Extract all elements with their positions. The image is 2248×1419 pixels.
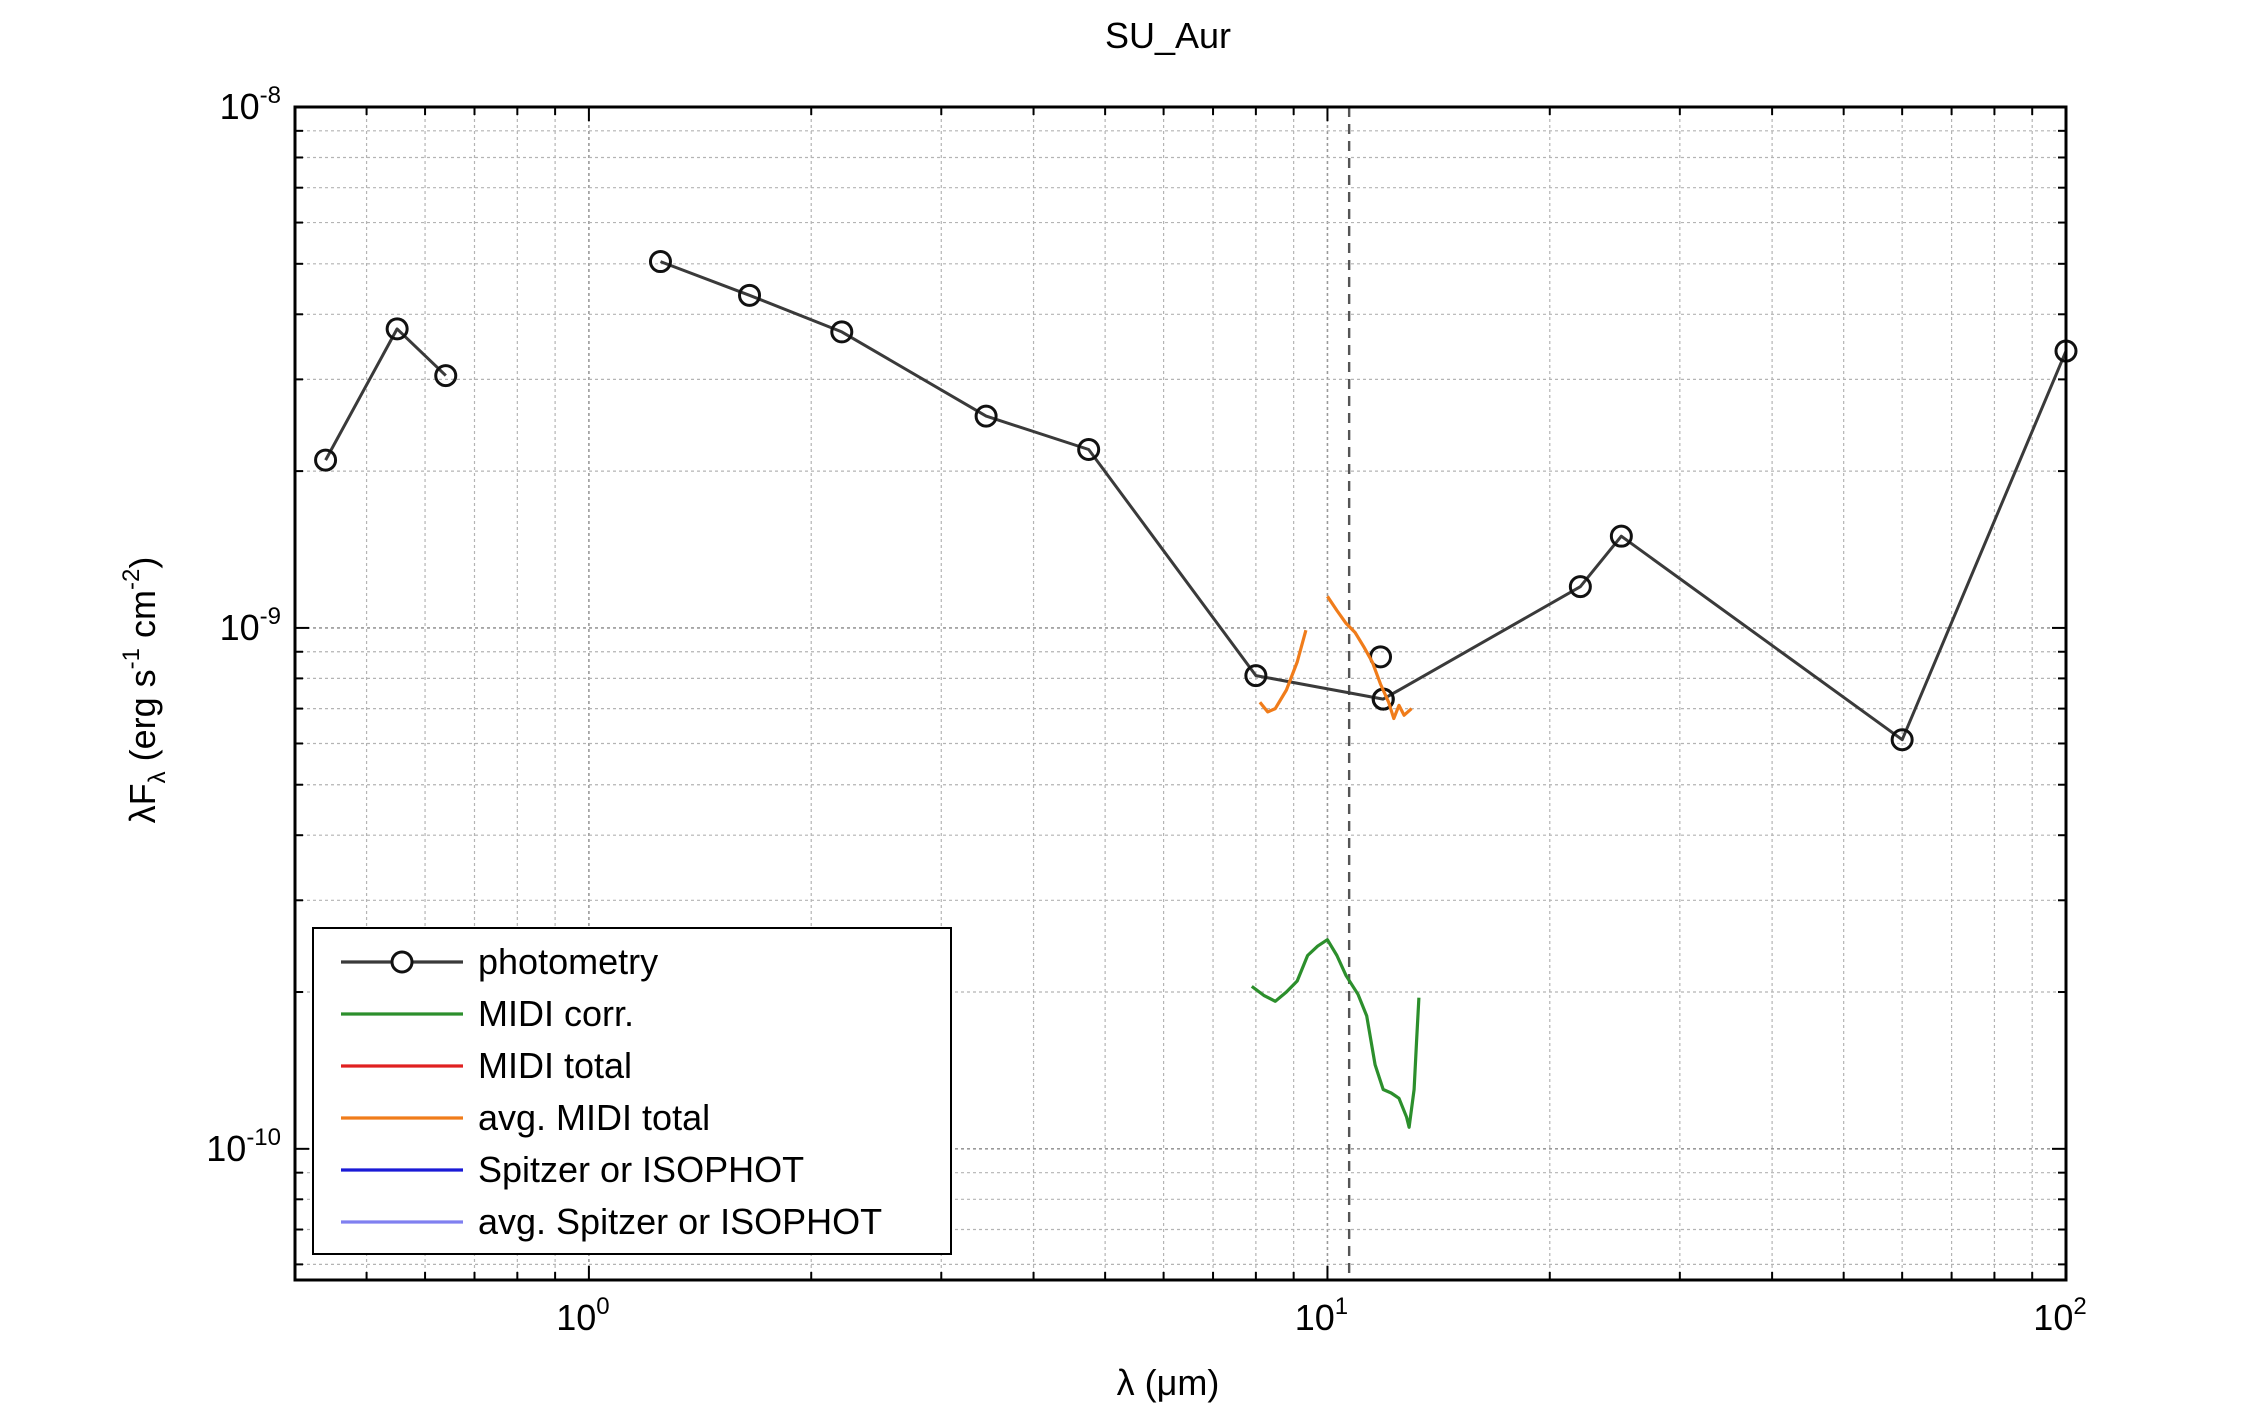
- x-tick-label: 101: [1295, 1293, 1348, 1338]
- ticks: 100 101 102 10-8 10-9 10-10: [206, 82, 2086, 1338]
- legend-label: photometry: [478, 941, 658, 982]
- legend-label: avg. MIDI total: [478, 1097, 710, 1138]
- x-tick-label: 100: [556, 1293, 609, 1338]
- data-point: [314, 448, 338, 472]
- series-photometry: [314, 250, 2078, 752]
- data-point: [434, 364, 458, 388]
- plot-frame: [293, 105, 2068, 1282]
- data-point: [648, 250, 672, 274]
- legend: photometry MIDI corr. MIDI total avg. MIDI …: [312, 927, 952, 1255]
- legend-label: avg. Spitzer or ISOPHOT: [478, 1201, 882, 1242]
- labels: SU_Aur λ (μm) λFλ (erg s-1 cm-2): [118, 15, 1231, 1403]
- y-tick-label: 10-10: [206, 1124, 281, 1169]
- data-point: [385, 317, 409, 341]
- series-line: [1326, 595, 1413, 721]
- data-point: [830, 320, 854, 344]
- legend-label: Spitzer or ISOPHOT: [478, 1149, 804, 1190]
- x-tick-label: 102: [2033, 1293, 2086, 1338]
- legend-box: [312, 927, 952, 1255]
- data-point: [1077, 438, 1101, 462]
- y-tick-label: 10-9: [220, 603, 281, 648]
- data-point: [1609, 524, 1633, 548]
- legend-label: MIDI total: [478, 1045, 632, 1086]
- legend-label: MIDI corr.: [478, 993, 634, 1034]
- x-axis-label: λ (μm): [1117, 1362, 1220, 1403]
- data-point: [738, 283, 762, 307]
- data-point: [1568, 575, 1592, 599]
- legend-marker: [390, 950, 414, 974]
- series-line: [1258, 629, 1308, 714]
- chart-title: SU_Aur: [1105, 15, 1231, 56]
- data-point: [974, 404, 998, 428]
- data-point: [1890, 728, 1914, 752]
- y-axis-label: λFλ (erg s-1 cm-2): [118, 557, 171, 824]
- series-midi-corr-: [1250, 938, 1421, 1129]
- series-line: [324, 327, 447, 461]
- y-tick-label: 10-8: [220, 82, 281, 127]
- series-group: [314, 250, 2078, 1129]
- series-avg-midi-total: [1258, 595, 1413, 721]
- series-line: [659, 260, 2068, 742]
- data-point: [1244, 664, 1268, 688]
- series-line: [1250, 938, 1421, 1129]
